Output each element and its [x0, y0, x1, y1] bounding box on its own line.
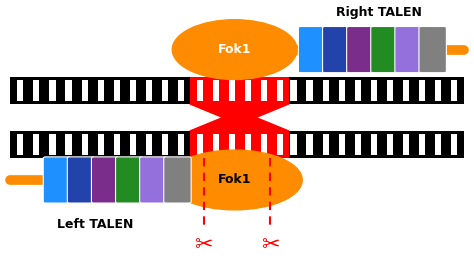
Bar — [65, 80, 72, 101]
Bar — [387, 134, 393, 155]
Bar — [307, 134, 313, 155]
Bar — [291, 80, 297, 101]
Bar — [130, 134, 136, 155]
Bar — [322, 80, 328, 101]
Bar — [213, 134, 219, 155]
FancyBboxPatch shape — [346, 26, 374, 73]
Bar — [33, 80, 39, 101]
Bar — [17, 80, 23, 101]
Bar — [261, 134, 267, 155]
Bar — [245, 80, 251, 101]
FancyBboxPatch shape — [116, 157, 143, 203]
Text: Left TALEN: Left TALEN — [57, 218, 133, 231]
Bar — [33, 134, 39, 155]
Ellipse shape — [172, 20, 297, 79]
FancyBboxPatch shape — [91, 157, 119, 203]
FancyBboxPatch shape — [164, 157, 191, 203]
Bar — [162, 80, 168, 101]
Bar — [322, 134, 328, 155]
Bar — [130, 80, 136, 101]
Bar — [146, 80, 152, 101]
Bar — [197, 80, 203, 101]
Bar — [114, 80, 120, 101]
Bar — [245, 134, 251, 155]
Bar — [338, 80, 345, 101]
Bar — [371, 80, 377, 101]
Bar — [435, 80, 441, 101]
Bar — [387, 80, 393, 101]
Bar — [17, 134, 23, 155]
Bar — [197, 134, 203, 155]
Bar — [451, 134, 457, 155]
Bar — [190, 131, 289, 158]
Text: Fok1: Fok1 — [218, 43, 251, 56]
Bar — [355, 80, 361, 101]
Text: Right TALEN: Right TALEN — [336, 6, 422, 19]
Text: ✂: ✂ — [261, 235, 279, 255]
Bar — [114, 134, 120, 155]
Bar — [277, 134, 283, 155]
Bar — [371, 134, 377, 155]
Bar — [178, 134, 184, 155]
Polygon shape — [190, 104, 289, 131]
Bar — [98, 80, 104, 101]
Text: ✂: ✂ — [195, 235, 213, 255]
Bar — [162, 134, 168, 155]
Bar — [403, 134, 409, 155]
Bar — [213, 80, 219, 101]
Bar — [338, 134, 345, 155]
FancyBboxPatch shape — [140, 157, 167, 203]
Bar — [355, 134, 361, 155]
Bar — [277, 80, 283, 101]
FancyBboxPatch shape — [299, 26, 326, 73]
Bar — [291, 134, 297, 155]
Bar — [65, 134, 72, 155]
Bar — [435, 134, 441, 155]
Bar — [178, 80, 184, 101]
Bar — [82, 80, 88, 101]
Bar — [82, 134, 88, 155]
Bar — [419, 80, 425, 101]
Ellipse shape — [167, 150, 302, 210]
Bar — [146, 134, 152, 155]
Text: Fok1: Fok1 — [218, 173, 251, 186]
Bar — [403, 80, 409, 101]
FancyBboxPatch shape — [419, 26, 447, 73]
Bar — [190, 77, 289, 104]
FancyBboxPatch shape — [67, 157, 95, 203]
Bar — [98, 134, 104, 155]
FancyBboxPatch shape — [322, 26, 350, 73]
Bar — [261, 80, 267, 101]
Bar — [49, 134, 55, 155]
Bar — [229, 134, 235, 155]
Bar — [419, 134, 425, 155]
FancyBboxPatch shape — [43, 157, 71, 203]
Bar — [229, 80, 235, 101]
Bar — [451, 80, 457, 101]
FancyBboxPatch shape — [395, 26, 422, 73]
Bar — [307, 80, 313, 101]
Bar — [49, 80, 55, 101]
FancyBboxPatch shape — [371, 26, 398, 73]
Bar — [10, 77, 464, 104]
Bar — [10, 131, 464, 158]
